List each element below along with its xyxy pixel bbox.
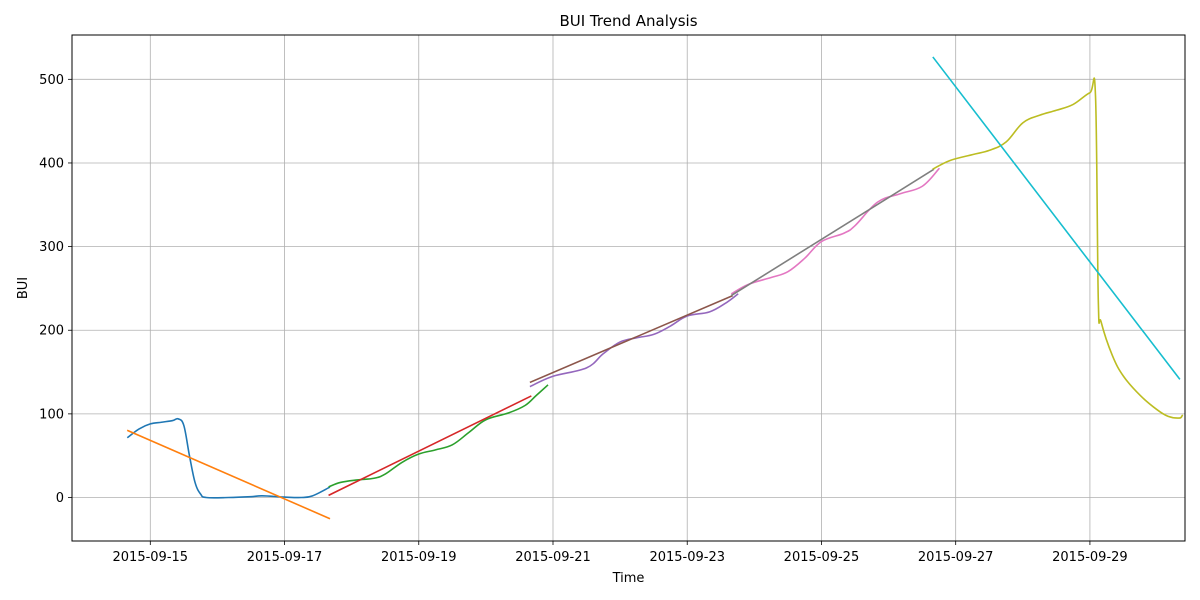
series-line-1: [126, 417, 331, 499]
x-axis-label: Time: [612, 571, 645, 586]
series-line-5: [529, 293, 739, 388]
grid: [72, 35, 1185, 541]
series-line-6: [529, 294, 734, 384]
chart-title: BUI Trend Analysis: [559, 12, 697, 30]
y-tick-label: 200: [39, 324, 64, 339]
series-line-7: [730, 167, 941, 295]
x-tick-label: 2015-09-29: [1052, 550, 1128, 565]
series-line-8: [730, 168, 935, 297]
x-tick-label: 2015-09-21: [515, 550, 591, 565]
y-tick-label: 0: [56, 491, 64, 506]
x-tick-label: 2015-09-25: [784, 550, 860, 565]
x-tick-label: 2015-09-27: [918, 550, 994, 565]
series-line-4: [328, 395, 532, 497]
x-tick-label: 2015-09-15: [113, 550, 189, 565]
x-axis: 2015-09-15 2015-09-17 2015-09-19 2015-09-21…: [113, 541, 1128, 565]
x-tick-label: 2015-09-17: [247, 550, 323, 565]
y-tick-label: 500: [39, 73, 64, 88]
y-tick-label: 300: [39, 240, 64, 255]
series-group: [126, 56, 1184, 520]
y-axis-label: BUI: [16, 277, 31, 299]
plot-frame: [71, 34, 1186, 542]
series-line-10: [932, 56, 1181, 380]
y-tick-label: 100: [39, 407, 64, 422]
y-axis: 0 100 200 300 400 500: [39, 73, 72, 506]
y-tick-label: 400: [39, 156, 64, 171]
x-tick-label: 2015-09-23: [649, 550, 725, 565]
series-line-2: [126, 429, 331, 520]
series-line-9: [932, 77, 1184, 419]
x-tick-label: 2015-09-19: [381, 550, 457, 565]
